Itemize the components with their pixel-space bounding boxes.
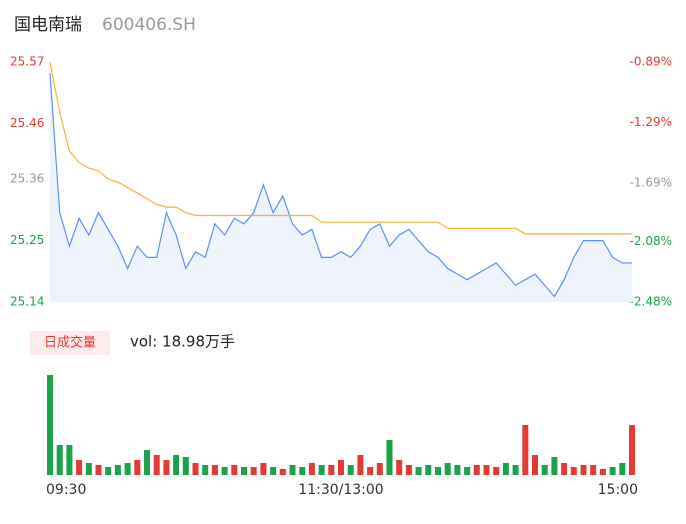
volume-bar — [241, 467, 247, 475]
volume-bar — [444, 463, 451, 475]
volume-bar — [483, 465, 490, 475]
volume-bar — [590, 465, 597, 475]
volume-bar — [318, 465, 325, 475]
volume-bar — [85, 463, 92, 475]
volume-bar — [124, 463, 131, 475]
volume-bar — [425, 465, 432, 475]
volume-bar — [76, 460, 83, 475]
volume-bar — [347, 465, 354, 475]
volume-bar — [66, 445, 73, 475]
volume-bar — [415, 467, 422, 475]
volume-bar — [541, 465, 548, 475]
volume-bar — [192, 463, 199, 475]
price-area — [50, 73, 632, 303]
volume-bar — [386, 440, 393, 475]
volume-bar — [599, 469, 606, 475]
volume-bar — [308, 463, 315, 475]
stock-code: 600406.SH — [102, 15, 196, 35]
volume-bar — [619, 463, 626, 475]
volume-bar — [629, 425, 635, 475]
volume-bar — [512, 465, 519, 475]
volume-bar — [211, 465, 218, 475]
volume-bar — [144, 450, 150, 475]
x-tick-label: 15:00 — [598, 482, 638, 498]
volume-bar — [289, 465, 296, 475]
y-tick-label: 25.14 — [10, 295, 44, 309]
y2-tick-label: -2.48% — [630, 295, 672, 309]
volume-bar — [250, 467, 257, 475]
y2-tick-label: -0.89% — [630, 55, 672, 69]
y-tick-label: 25.25 — [10, 233, 44, 247]
series-line — [49, 61, 632, 235]
volume-bar — [221, 467, 228, 475]
volume-bar — [202, 465, 209, 475]
volume-bar — [134, 460, 141, 475]
volume-bar — [473, 465, 480, 475]
volume-bar — [580, 465, 587, 475]
volume-bar — [173, 455, 180, 475]
volume-badge — [30, 331, 110, 355]
series-line — [49, 73, 632, 298]
volume-bar — [532, 455, 538, 475]
volume-bar — [260, 463, 267, 475]
volume-bar — [502, 463, 509, 475]
volume-bar — [396, 460, 403, 475]
volume-bar — [609, 467, 616, 475]
x-tick-label: 11:30/13:00 — [298, 482, 383, 498]
volume-bar — [454, 465, 461, 475]
y-tick-label: 25.36 — [10, 172, 44, 186]
volume-bar — [153, 455, 160, 475]
volume-bar — [105, 467, 112, 475]
y2-tick-label: -1.29% — [630, 115, 672, 129]
y-tick-label: 25.57 — [10, 55, 44, 69]
volume-bar — [464, 467, 471, 475]
volume-bar — [561, 463, 568, 475]
y2-tick-label: -1.69% — [630, 175, 672, 189]
volume-bar — [47, 375, 53, 475]
volume-bar — [522, 425, 529, 475]
volume-bar — [435, 467, 441, 475]
volume-bar — [231, 465, 238, 475]
volume-bar — [279, 469, 286, 475]
volume-bar — [367, 467, 374, 475]
volume-bar — [338, 460, 344, 475]
volume-total: vol: 18.98万手 — [130, 333, 235, 351]
stock-name: 国电南瑞 — [14, 15, 82, 35]
volume-bar — [114, 465, 121, 475]
volume-bar — [270, 467, 277, 475]
volume-bar — [328, 465, 335, 475]
volume-bar — [56, 445, 63, 475]
volume-bar — [570, 467, 577, 475]
volume-title: 日成交量 — [44, 335, 96, 351]
volume-bar — [163, 460, 170, 475]
volume-bar — [551, 457, 558, 475]
x-tick-label: 09:30 — [46, 482, 86, 498]
y2-tick-label: -2.08% — [630, 234, 672, 248]
volume-bar — [376, 463, 383, 475]
y-tick-label: 25.46 — [10, 116, 44, 130]
volume-bar — [299, 467, 306, 475]
volume-bar — [182, 457, 189, 475]
volume-bar — [493, 467, 500, 475]
volume-bar — [357, 455, 364, 475]
volume-bar — [405, 465, 412, 475]
volume-bar — [95, 465, 102, 475]
